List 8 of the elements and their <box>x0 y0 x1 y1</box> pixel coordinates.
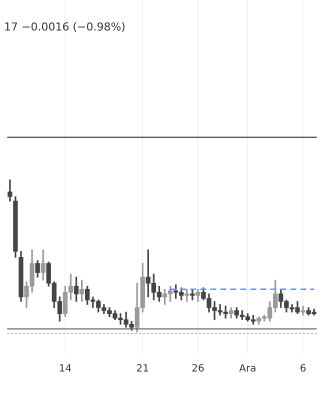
text: 17 −0.0016 (−0.98%) <box>4 20 126 34</box>
x-tick-label: Ara <box>239 364 256 375</box>
x-tick-label: 21 <box>136 364 150 375</box>
x-tick-label: 14 <box>58 364 72 375</box>
x-tick-label: 26 <box>192 364 204 375</box>
candlestick <box>300 306 306 316</box>
candlestick <box>8 180 12 202</box>
x-tick-label: 6 <box>300 364 306 375</box>
